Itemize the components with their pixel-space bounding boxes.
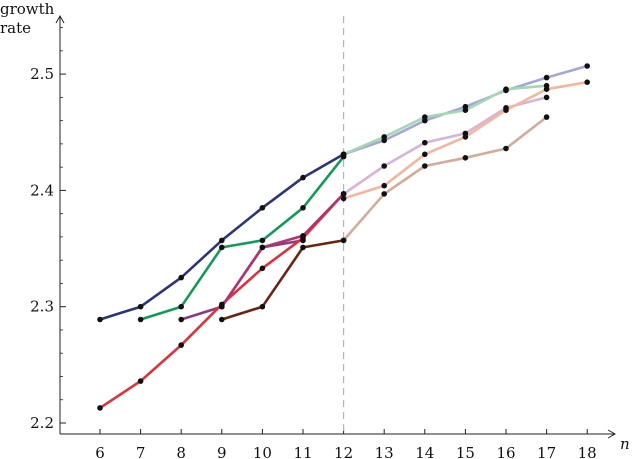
data-point-series-10 <box>381 182 388 189</box>
data-point-series-9 <box>340 191 347 197</box>
data-point-series-8 <box>462 107 469 113</box>
axes: 2.2 2.3 2.4 2.5 6 7 8 9 10 11 12 13 14 15 16 17 18 <box>30 14 617 459</box>
data-point-series-2 <box>259 237 266 244</box>
data-point-series-10 <box>422 151 428 158</box>
series-line-10 <box>342 80 589 200</box>
data-point-series-1 <box>137 303 144 310</box>
data-point-series-9 <box>543 94 550 101</box>
x-tick-label: 16 <box>496 444 515 459</box>
data-point-series-5 <box>259 244 266 251</box>
data-point-series-11 <box>503 145 509 152</box>
series-line-5 <box>220 192 345 309</box>
data-point-series-10 <box>543 86 550 92</box>
data-point-series-10 <box>340 195 347 202</box>
data-point-series-5 <box>300 233 306 239</box>
x-axis-title: n <box>620 435 630 453</box>
x-tick-label: 8 <box>176 444 186 459</box>
data-point-series-10 <box>503 107 509 113</box>
x-tick-label: 18 <box>578 444 597 459</box>
data-point-series-11 <box>462 155 469 161</box>
x-axis-arrow <box>607 429 617 439</box>
y-tick-label: 2.4 <box>30 181 54 199</box>
x-tick-label: 9 <box>217 444 227 459</box>
data-point-series-2 <box>300 205 306 211</box>
data-point-series-7 <box>543 74 550 81</box>
x-tick-label: 15 <box>456 444 475 459</box>
data-point-series-11 <box>543 114 550 120</box>
data-point-series-1 <box>219 237 225 244</box>
data-point-series-4 <box>137 378 144 384</box>
series-line-6 <box>220 239 345 321</box>
x-tick-label: 11 <box>293 444 312 459</box>
data-point-series-11 <box>381 191 388 197</box>
data-point-series-8 <box>422 114 428 120</box>
series-line-8 <box>342 84 548 156</box>
y-axis-title-line-1: growth <box>0 0 55 18</box>
data-point-series-2 <box>178 303 184 310</box>
data-point-series-6 <box>300 244 306 251</box>
series-line-2 <box>139 155 345 321</box>
data-point-series-8 <box>340 151 347 158</box>
y-tick-label: 2.3 <box>30 298 54 316</box>
y-tick-label: 2.2 <box>30 414 54 432</box>
series-line-11 <box>342 115 548 242</box>
data-point-series-8 <box>381 134 388 140</box>
x-tick-label: 12 <box>334 444 353 459</box>
x-tick-label: 10 <box>253 444 272 459</box>
data-point-series-7 <box>584 63 590 69</box>
data-point-series-3 <box>178 316 184 323</box>
x-tick-label: 6 <box>95 444 105 459</box>
data-point-series-5 <box>219 303 225 310</box>
data-point-series-11 <box>340 237 347 244</box>
x-tick-label: 13 <box>375 444 394 459</box>
data-point-series-8 <box>503 86 509 92</box>
data-point-series-2 <box>219 244 225 251</box>
data-point-series-4 <box>178 342 184 348</box>
data-point-series-1 <box>97 316 103 323</box>
x-tick-label: 7 <box>136 444 146 459</box>
data-point-series-9 <box>381 163 388 169</box>
data-point-series-2 <box>137 316 144 323</box>
y-axis-title-line-2: rate <box>0 19 31 37</box>
data-point-series-10 <box>462 134 469 140</box>
data-point-series-10 <box>584 79 590 85</box>
data-point-series-4 <box>97 405 103 411</box>
data-point-series-11 <box>422 163 428 169</box>
data-point-series-6 <box>259 303 266 310</box>
y-axis-arrow <box>55 14 65 24</box>
y-tick-label: 2.5 <box>30 65 54 83</box>
series-line-1 <box>98 153 345 321</box>
data-point-series-6 <box>219 316 225 323</box>
data-point-series-1 <box>259 205 266 211</box>
marker-layer <box>97 63 590 411</box>
data-point-series-4 <box>259 265 266 272</box>
data-point-series-9 <box>422 139 428 146</box>
data-point-series-1 <box>178 274 184 281</box>
series-line-4 <box>98 192 345 410</box>
x-tick-label: 14 <box>415 444 434 459</box>
x-tick-label: 17 <box>537 444 556 459</box>
data-point-series-1 <box>300 174 306 181</box>
